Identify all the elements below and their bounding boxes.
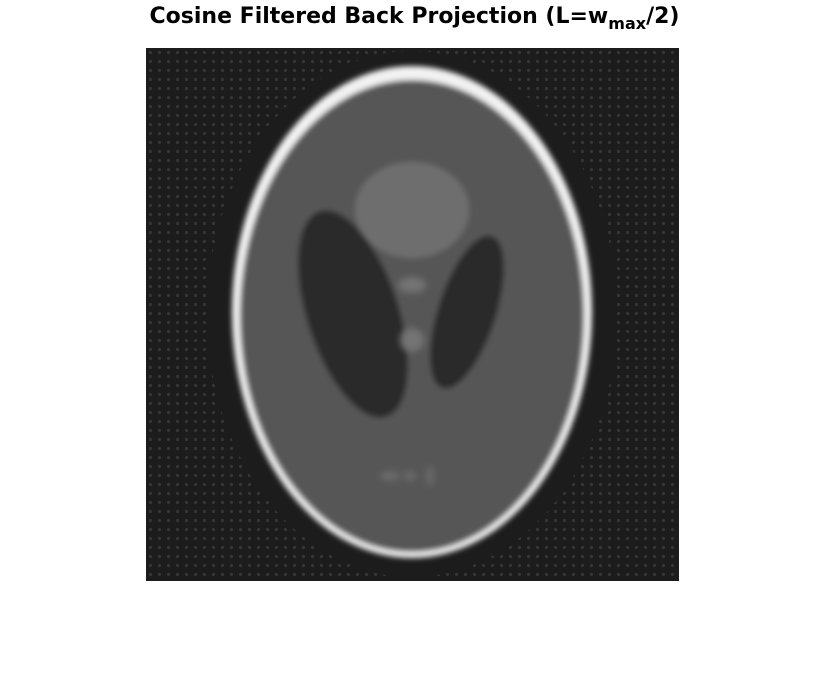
left-ventricle [297, 210, 409, 418]
brain-tissue [240, 80, 584, 552]
lower-feature-left [380, 471, 400, 481]
title-main-text: Cosine Filtered Back Projection (L=w [149, 4, 609, 29]
title-subscript: max [608, 14, 647, 33]
lower-feature-right [426, 466, 434, 486]
title-tail-text: /2) [646, 4, 680, 29]
mid-feature-lower [400, 328, 424, 352]
phantom-svg [146, 48, 679, 581]
right-ventricle [429, 235, 505, 389]
reconstruction-image [146, 48, 679, 581]
lower-feature-mid [404, 471, 416, 481]
mid-feature-upper [398, 277, 426, 293]
upper-blob [355, 162, 469, 258]
figure-title: Cosine Filtered Back Projection (L=wmax/… [0, 4, 829, 32]
